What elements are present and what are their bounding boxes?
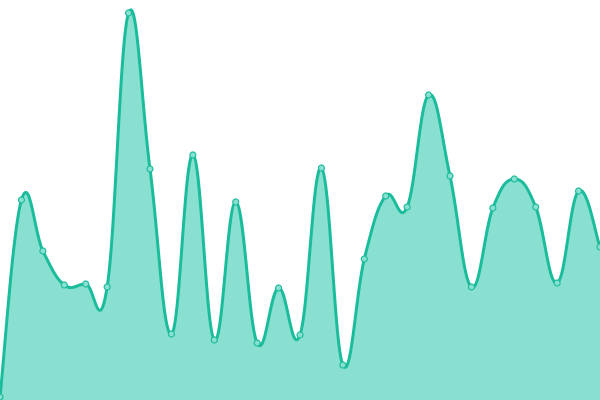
data-point-9 [189, 151, 197, 159]
data-point-17 [360, 255, 368, 263]
data-point-14 [296, 331, 304, 339]
data-point-23 [489, 204, 497, 212]
data-point-12 [253, 339, 261, 347]
data-point-28 [596, 243, 600, 251]
data-point-13 [274, 284, 283, 292]
data-point-26 [553, 279, 561, 287]
data-point-5 [103, 283, 111, 291]
data-point-11 [232, 198, 240, 206]
data-point-3 [60, 281, 68, 289]
data-point-1 [17, 196, 26, 204]
data-point-8 [167, 330, 176, 338]
data-point-22 [467, 283, 476, 291]
data-point-4 [82, 280, 90, 288]
data-point-15 [317, 164, 326, 172]
data-point-10 [210, 336, 218, 344]
data-point-19 [403, 203, 411, 211]
series-area [0, 10, 600, 400]
point-layer [0, 9, 600, 400]
data-point-16 [339, 361, 347, 369]
area-layer [0, 10, 600, 400]
data-point-21 [446, 172, 454, 180]
data-point-2 [39, 247, 47, 255]
data-point-7 [146, 165, 154, 173]
data-point-25 [532, 203, 540, 211]
data-point-20 [424, 91, 433, 99]
data-point-27 [574, 187, 583, 195]
data-point-6 [124, 9, 133, 17]
data-point-0 [0, 393, 4, 400]
data-point-24 [510, 175, 518, 183]
data-point-18 [382, 192, 390, 200]
